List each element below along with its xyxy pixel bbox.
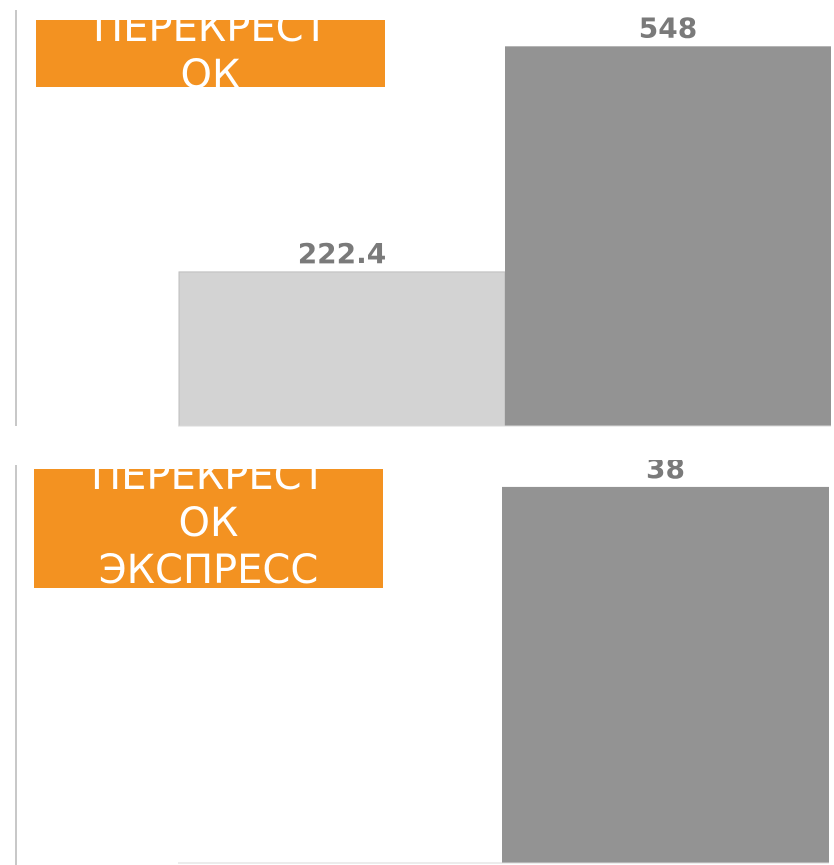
store-label-perekrestok: ПЕРЕКРЕСТ ОК [36, 20, 385, 87]
data-label: 222.4 [298, 237, 387, 270]
label-line-2: ОК [178, 500, 239, 546]
label-line-3: ЭКСПРЕСС [98, 547, 319, 588]
label-line-2: ОК [180, 52, 241, 87]
bar-chart-perekrestok-express: 38 [178, 460, 829, 864]
chart-panel-perekrestok-express: 38 ПЕРЕКРЕСТ ОК ЭКСПРЕСС [0, 460, 834, 865]
chart-panel-perekrestok: 222.4 548 ПЕРЕКРЕСТ ОК [0, 0, 834, 432]
bar-series-2 [502, 486, 829, 863]
data-label: 38 [646, 460, 685, 485]
bar-series-2 [505, 46, 831, 427]
label-line-1: ПЕРЕКРЕСТ [91, 469, 326, 499]
data-label: 548 [639, 11, 697, 44]
store-label-perekrestok-express: ПЕРЕКРЕСТ ОК ЭКСПРЕСС [34, 469, 383, 588]
label-line-1: ПЕРЕКРЕСТ [93, 20, 328, 51]
axis-line [15, 465, 17, 865]
axis-line [15, 10, 17, 426]
bar-chart-perekrestok: 222.4 548 [178, 11, 831, 427]
bar-series-1 [178, 271, 506, 427]
